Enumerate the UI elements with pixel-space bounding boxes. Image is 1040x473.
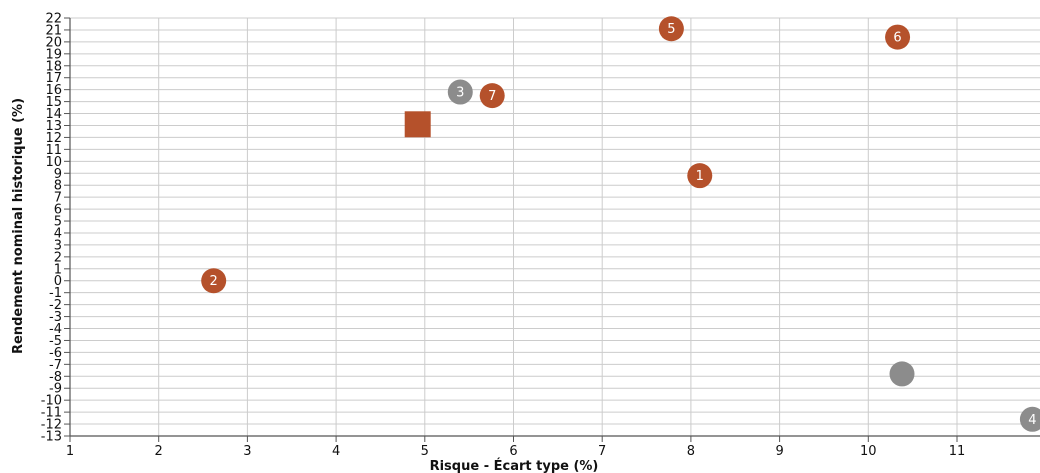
y-tick-label: 8 [54, 179, 62, 194]
circle-point [201, 268, 227, 294]
y-tick-label: 13 [45, 119, 62, 134]
data-points: 1 2 3 4 5 6 7 [201, 16, 1040, 432]
point-label: 5 [667, 22, 675, 37]
point-label: 2 [210, 274, 218, 289]
y-tick-label: -1 [49, 286, 62, 301]
y-tick-label: 0 [54, 274, 62, 289]
y-tick-label: -5 [49, 334, 62, 349]
x-tick-label: 2 [155, 444, 163, 459]
y-tick-label: 1 [54, 262, 62, 277]
y-tick-label: 14 [45, 107, 62, 122]
point-label: 4 [1028, 413, 1036, 428]
axes [64, 17, 1040, 442]
square-point [404, 111, 431, 138]
x-tick-label: 1 [66, 444, 74, 459]
x-tick-label: 4 [332, 444, 340, 459]
y-tick-label: -13 [41, 430, 62, 445]
y-tick-label: -6 [49, 346, 62, 361]
y-tick-label: -10 [41, 394, 62, 409]
y-tick-label: 15 [45, 95, 62, 110]
y-tick-label: 11 [45, 143, 62, 158]
y-tick-label: -4 [49, 322, 62, 337]
x-tick-label: 10 [860, 444, 877, 459]
point-label: 3 [456, 86, 464, 101]
x-tick-label: 6 [509, 444, 517, 459]
y-tick-label: 4 [54, 226, 62, 241]
y-tick-label: 12 [45, 131, 62, 146]
y-tick-label: -8 [49, 370, 62, 385]
y-tick-label: 3 [54, 238, 62, 253]
y-tick-label: 7 [54, 191, 62, 206]
x-tick-label: 7 [598, 444, 606, 459]
y-tick-label: 19 [45, 47, 62, 62]
y-tick-label: -3 [49, 310, 62, 325]
x-tick-label: 5 [421, 444, 429, 459]
x-tick-labels: 1 2 3 4 5 6 7 8 9 10 11 [66, 444, 965, 459]
y-tick-label: 10 [45, 155, 62, 170]
circle-point [889, 361, 915, 387]
circle-point [447, 79, 473, 105]
y-tick-label: -12 [41, 418, 62, 433]
y-tick-labels: -13-12-11-10-9-8-7-6-5-4-3-2-10123456789… [41, 12, 62, 445]
y-tick-label: -9 [49, 382, 62, 397]
y-tick-label: 9 [54, 167, 62, 182]
x-tick-label: 9 [775, 444, 783, 459]
y-tick-label: -7 [49, 358, 62, 373]
y-tick-label: 18 [45, 59, 62, 74]
y-tick-label: 17 [45, 71, 62, 86]
y-tick-label: 22 [45, 12, 62, 27]
circle-point [479, 83, 505, 109]
point-label: 1 [696, 169, 704, 184]
y-tick-label: 21 [45, 23, 62, 38]
point-label: 6 [893, 31, 901, 46]
x-tick-label: 3 [243, 444, 251, 459]
x-axis-title: Risque - Écart type (%) [430, 458, 599, 473]
point-label: 7 [488, 89, 496, 104]
y-axis-title: Rendement nominal historique (%) [11, 98, 26, 354]
y-tick-label: -2 [49, 298, 62, 313]
x-tick-label: 8 [687, 444, 695, 459]
y-tick-label: 16 [45, 83, 62, 98]
y-tick-label: 6 [54, 203, 62, 218]
circle-point [885, 24, 911, 50]
grid-lines [69, 17, 1040, 437]
circle-point [1019, 406, 1040, 432]
circle-point [687, 163, 713, 189]
y-tick-label: 20 [45, 35, 62, 50]
circle-point [658, 16, 684, 42]
x-tick-label: 11 [949, 444, 966, 459]
y-tick-label: 5 [54, 215, 62, 230]
y-tick-label: -11 [41, 406, 62, 421]
y-tick-label: 2 [54, 250, 62, 265]
